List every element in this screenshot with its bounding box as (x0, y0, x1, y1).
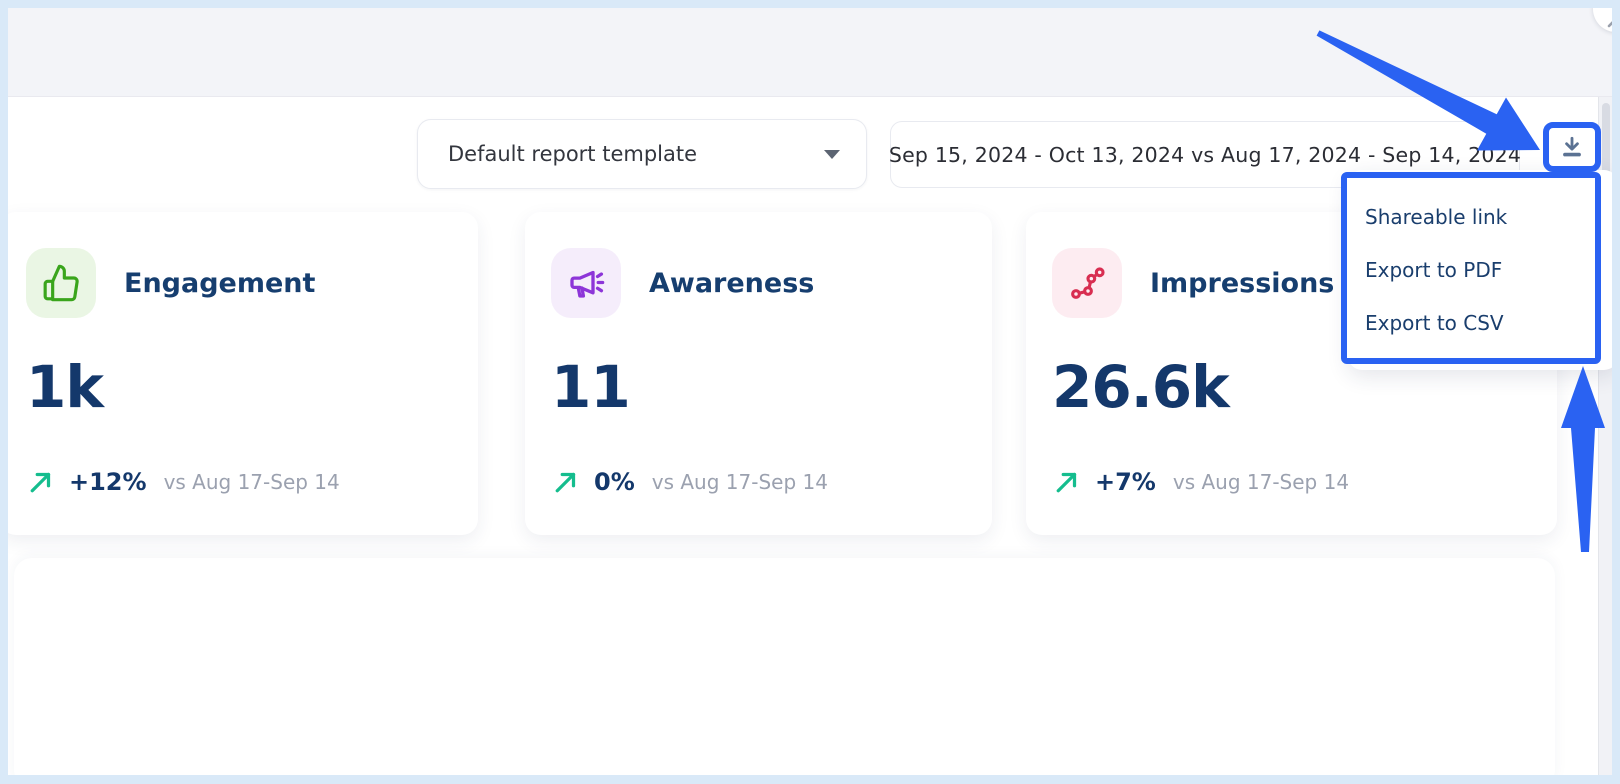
date-range-text: Sep 15, 2024 - Oct 13, 2024 vs Aug 17, 2… (888, 142, 1522, 167)
card-compare: vs Aug 17-Sep 14 (163, 470, 340, 494)
awareness-icon-tile (551, 248, 621, 318)
card-title: Impressions (1150, 267, 1335, 299)
thumbs-up-icon (43, 264, 79, 302)
menu-item-shareable-link[interactable]: Shareable link (1365, 204, 1508, 229)
scrollbar-thumb[interactable] (1602, 103, 1610, 233)
chevron-down-icon (824, 149, 840, 159)
impressions-icon-tile (1052, 248, 1122, 318)
card-delta: +7% (1095, 468, 1156, 496)
card-compare: vs Aug 17-Sep 14 (651, 470, 828, 494)
trend-up-icon (1056, 472, 1077, 493)
metric-card-awareness: Awareness 11 0% vs Aug 17-Sep 14 (525, 212, 992, 535)
report-page: Default report template Sep 15, 2024 - O… (8, 8, 1612, 775)
engagement-icon-tile (26, 248, 96, 318)
report-body-panel (14, 558, 1555, 775)
export-menu: Shareable link Export to PDF Export to C… (1341, 172, 1601, 364)
card-delta: +12% (69, 468, 147, 496)
card-value: 11 (551, 353, 631, 421)
card-title: Engagement (124, 267, 316, 299)
download-button[interactable] (1543, 122, 1601, 172)
card-value: 26.6k (1052, 353, 1230, 421)
report-template-value: Default report template (448, 142, 698, 166)
card-value: 1k (26, 353, 104, 421)
card-title: Awareness (649, 267, 815, 299)
page-header (8, 8, 1612, 97)
card-compare: vs Aug 17-Sep 14 (1172, 470, 1350, 494)
edit-floating-button[interactable] (1593, 8, 1612, 32)
menu-item-export-csv[interactable]: Export to CSV (1365, 310, 1504, 335)
trend-up-icon (30, 472, 51, 493)
scatter-trend-icon (1071, 267, 1105, 299)
report-template-select[interactable]: Default report template (417, 119, 867, 189)
card-delta: 0% (594, 468, 635, 496)
trend-up-icon (555, 472, 576, 493)
menu-item-export-pdf[interactable]: Export to PDF (1365, 257, 1503, 282)
metric-card-engagement: Engagement 1k +12% vs Aug 17-Sep 14 (8, 212, 478, 535)
download-icon (1563, 136, 1581, 157)
megaphone-icon (570, 270, 605, 298)
pencil-icon (1607, 21, 1612, 28)
